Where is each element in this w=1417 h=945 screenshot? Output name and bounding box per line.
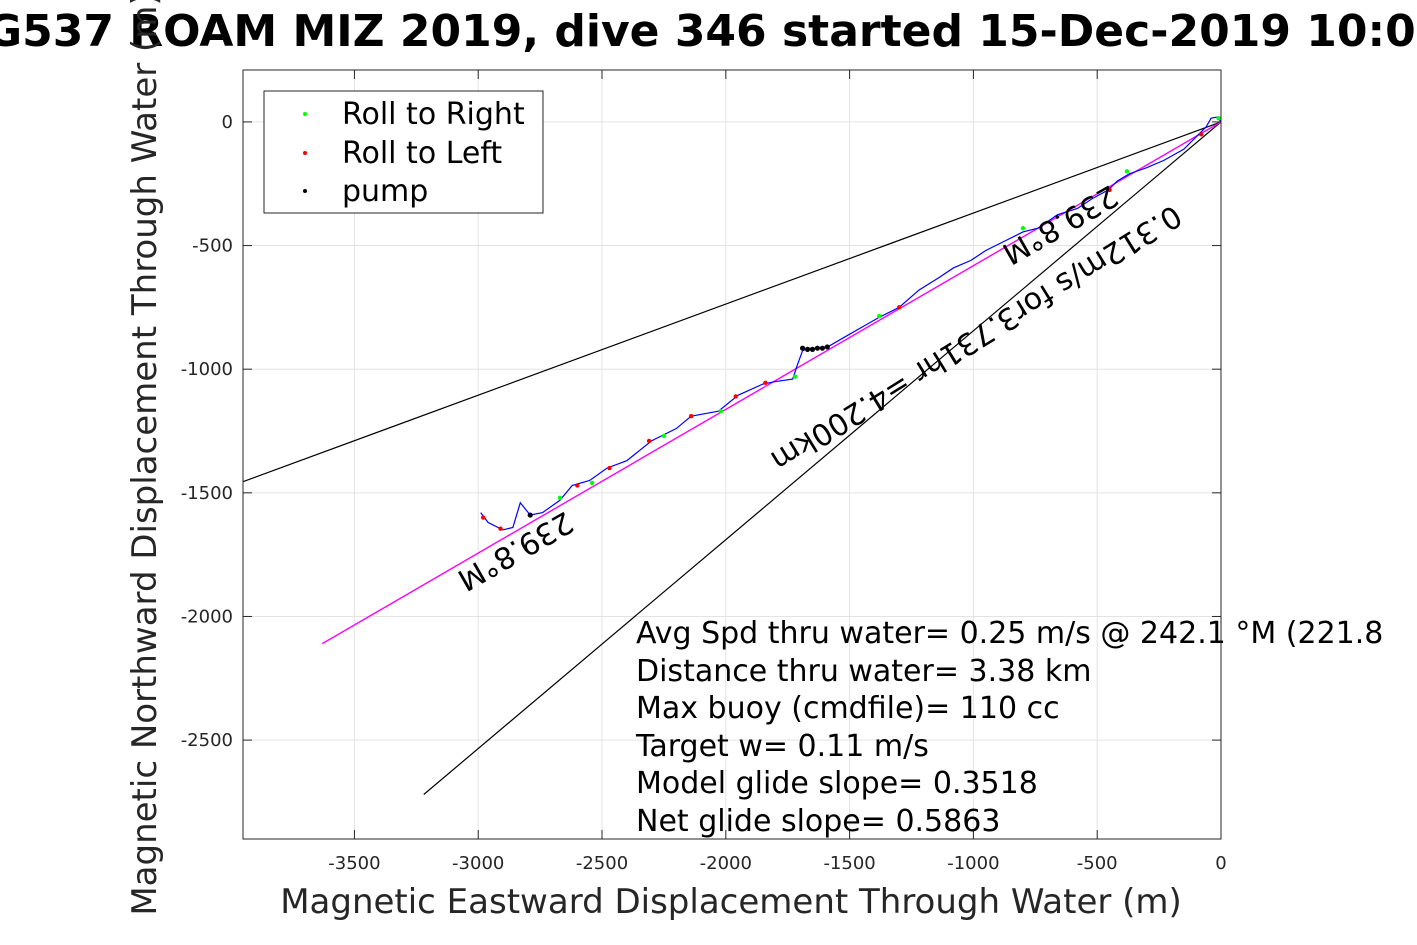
reference-line-lower	[423, 121, 1222, 795]
annotation-max-buoy: Max buoy (cmdfile)= 110 cc	[636, 691, 1060, 726]
reference-line-upper	[242, 121, 1222, 483]
y-tick-label: -500	[192, 236, 233, 257]
roll-left-point	[646, 438, 652, 444]
annotation-model-glide: Model glide slope= 0.3518	[636, 766, 1038, 801]
x-tick-label: -2000	[700, 853, 752, 874]
legend-label-pump: pump	[342, 174, 428, 209]
ticks: -3500 -3000 -2500 -2000 -1500 -1000 -500 0 0 -500…	[181, 70, 1227, 874]
roll-right-point	[1216, 116, 1221, 121]
pump-point	[804, 346, 811, 353]
roll-left-point	[763, 380, 768, 385]
x-tick-label: -3500	[328, 853, 380, 874]
x-tick-label: -1000	[947, 853, 999, 874]
roll-right-point	[877, 313, 882, 319]
roll-left-point	[688, 413, 694, 419]
legend-marker-roll-right	[303, 112, 307, 116]
pump-point	[824, 344, 830, 350]
roll-left-point	[480, 515, 486, 520]
legend-marker-roll-left	[303, 151, 307, 155]
legend-marker-pump	[303, 189, 307, 193]
legend: Roll to Right Roll to Left pump	[263, 90, 544, 214]
annotation-target-w: Target w= 0.11 m/s	[635, 729, 929, 764]
chart-title: SG537 ROAM MIZ 2019, dive 346 started 15…	[0, 6, 1416, 57]
x-tick-label: -500	[1077, 853, 1118, 874]
roll-left-point	[896, 305, 902, 310]
axes-box	[242, 69, 1222, 840]
roll-right-point	[718, 409, 724, 414]
y-tick-label: -2000	[181, 606, 233, 627]
roll-right-point	[1124, 169, 1130, 174]
annotation-distance: Distance thru water= 3.38 km	[636, 654, 1091, 689]
x-tick-label: -1500	[823, 853, 875, 874]
roll-right-point	[589, 480, 595, 486]
pump-point	[819, 345, 825, 351]
roll-left-point	[1107, 187, 1112, 193]
roll-left-point	[575, 483, 580, 488]
legend-box	[263, 90, 544, 214]
legend-label-roll-left: Roll to Left	[342, 136, 502, 171]
x-tick-label: -3000	[452, 853, 504, 874]
y-tick-label: -1500	[181, 483, 233, 504]
marker-layer	[480, 116, 1221, 531]
y-tick-label: -2500	[181, 730, 233, 751]
y-tick-label: 0	[222, 112, 233, 133]
pump-point	[814, 345, 821, 351]
annotation-avg-speed: Avg Spd thru water= 0.25 m/s @ 242.1 °M …	[636, 616, 1383, 651]
annotation-net-glide: Net glide slope= 0.5863	[636, 804, 1000, 839]
y-tick-label: -1000	[181, 359, 233, 380]
y-axis-label: Magnetic Northward Displacement Through …	[125, 0, 165, 916]
stats-annotations: Avg Spd thru water= 0.25 m/s @ 242.1 °M …	[635, 616, 1383, 839]
roll-right-point	[1020, 226, 1026, 231]
roll-left-point	[1198, 132, 1204, 137]
roll-left-point	[733, 394, 738, 399]
pump-point	[799, 345, 806, 351]
x-tick-label: 0	[1215, 853, 1226, 874]
roll-right-point	[557, 495, 563, 500]
x-tick-label: -2500	[576, 853, 628, 874]
roll-left-point	[498, 526, 503, 531]
x-axis-label: Magnetic Eastward Displacement Through W…	[280, 882, 1182, 922]
roll-right-point	[661, 433, 667, 439]
pump-point	[527, 512, 533, 518]
legend-label-roll-right: Roll to Right	[342, 97, 525, 132]
roll-left-point	[607, 465, 612, 471]
pump-point	[809, 346, 816, 353]
roll-right-point	[792, 374, 798, 379]
